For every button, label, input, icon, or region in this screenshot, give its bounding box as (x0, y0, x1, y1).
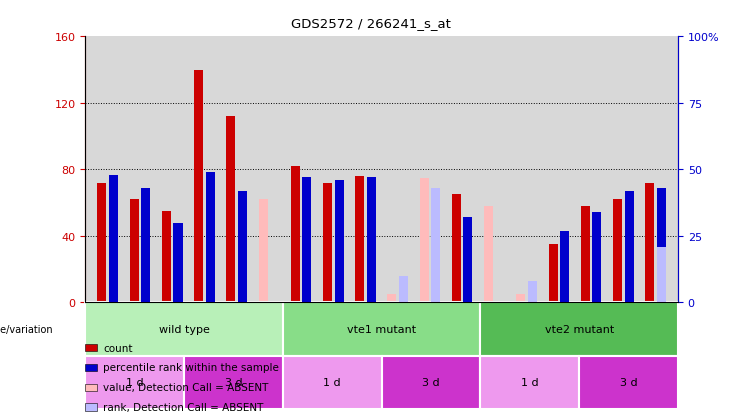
Bar (484, 206, 493, 303)
Text: genotype/variation: genotype/variation (0, 324, 53, 334)
Text: vte2 mutant: vte2 mutant (545, 324, 614, 334)
Text: 1 d: 1 d (323, 377, 341, 387)
Text: value, Detection Call = ABSENT: value, Detection Call = ABSENT (103, 382, 268, 392)
Bar (194, 70, 203, 303)
Text: GDS2572 / 266241_s_at: GDS2572 / 266241_s_at (290, 17, 451, 29)
Bar (657, 188, 665, 303)
Bar (399, 276, 408, 303)
Bar (184, 356, 283, 409)
Text: 3 d: 3 d (422, 377, 440, 387)
Bar (142, 188, 150, 303)
Bar (452, 195, 461, 303)
Bar (85, 303, 283, 356)
Bar (516, 294, 525, 303)
Bar (283, 303, 480, 356)
Bar (480, 303, 678, 356)
Bar (323, 183, 332, 303)
Text: percentile rank within the sample: percentile rank within the sample (103, 363, 279, 373)
Bar (302, 178, 311, 303)
Bar (548, 244, 557, 303)
Bar (259, 200, 268, 303)
Bar (431, 188, 440, 303)
Bar (290, 166, 300, 303)
Bar (388, 294, 396, 303)
Bar (367, 178, 376, 303)
Bar (528, 281, 537, 303)
Bar (355, 177, 365, 303)
Bar (85, 356, 184, 409)
Bar (335, 180, 344, 303)
Bar (480, 356, 579, 409)
Text: vte1 mutant: vte1 mutant (347, 324, 416, 334)
Bar (657, 247, 665, 303)
Bar (162, 211, 171, 303)
Bar (206, 173, 215, 303)
Bar (625, 191, 634, 303)
Text: count: count (103, 343, 133, 353)
Bar (592, 212, 602, 303)
Bar (283, 356, 382, 409)
Bar (613, 200, 622, 303)
Text: 1 d: 1 d (521, 377, 539, 387)
Text: rank, Detection Call = ABSENT: rank, Detection Call = ABSENT (103, 402, 263, 412)
Text: wild type: wild type (159, 324, 210, 334)
Bar (173, 223, 182, 303)
Text: 1 d: 1 d (126, 377, 144, 387)
Bar (419, 178, 428, 303)
Bar (645, 183, 654, 303)
Bar (463, 218, 473, 303)
Bar (382, 356, 480, 409)
Bar (581, 206, 590, 303)
Bar (238, 191, 247, 303)
Text: 3 d: 3 d (619, 377, 637, 387)
Text: 3 d: 3 d (225, 377, 242, 387)
Bar (98, 183, 107, 303)
Bar (109, 175, 118, 303)
Bar (579, 356, 678, 409)
Bar (226, 117, 236, 303)
Bar (130, 200, 139, 303)
Bar (560, 231, 569, 303)
